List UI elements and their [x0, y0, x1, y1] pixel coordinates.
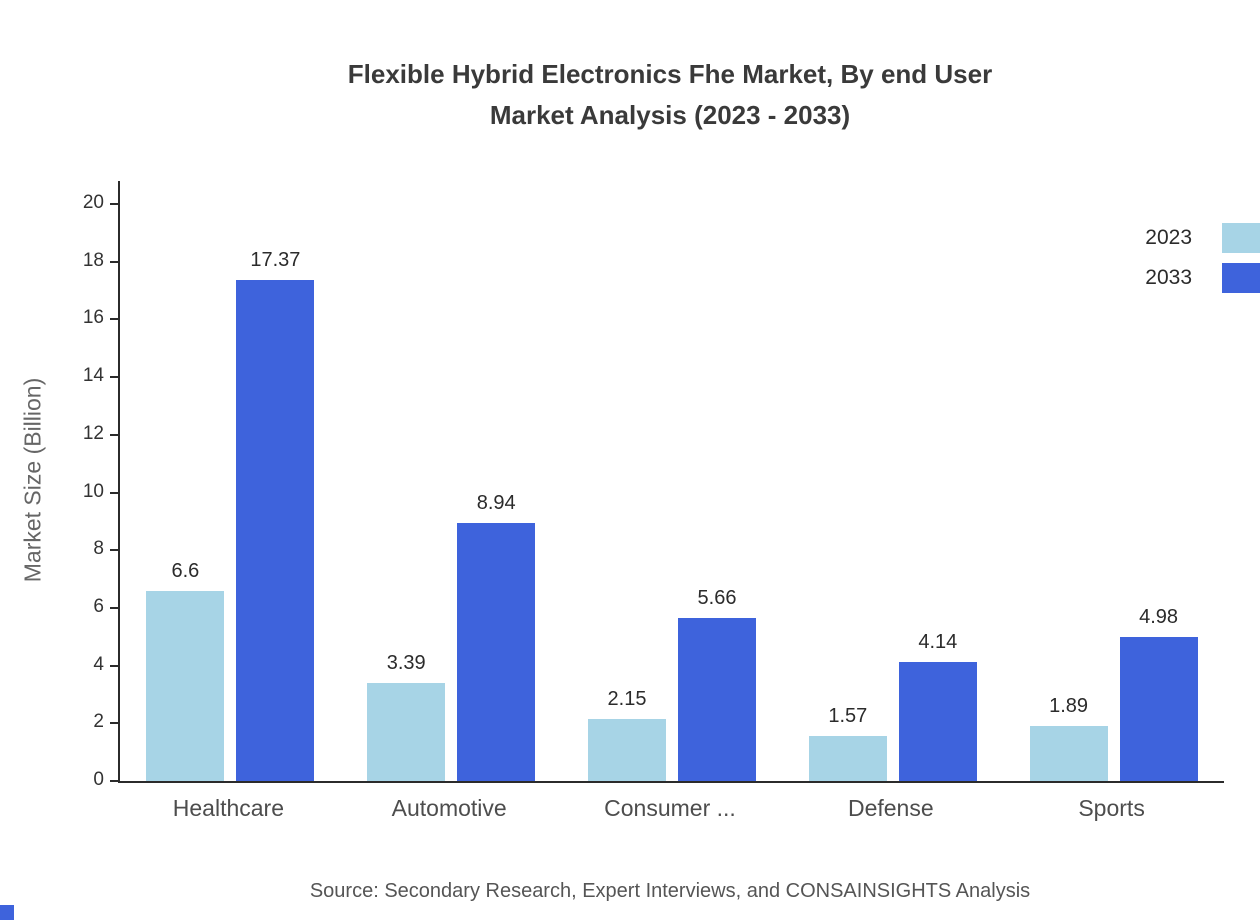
- legend-item-2033: 2033: [1145, 258, 1260, 298]
- legend-item-2023: 2023: [1145, 218, 1260, 258]
- y-tick-mark: [110, 203, 118, 205]
- y-tick-mark: [110, 780, 118, 782]
- y-tick-mark: [110, 549, 118, 552]
- legend-swatch-2033: [1222, 263, 1260, 293]
- x-category-label-consumer: Consumer ...: [604, 795, 736, 821]
- y-tick-label: 18: [82, 249, 104, 271]
- legend-swatch-2023: [1222, 223, 1260, 253]
- value-label-2033-healthcare: 17.37: [250, 248, 301, 271]
- bar-2023-healthcare: [146, 590, 225, 781]
- y-tick-mark: [110, 376, 118, 379]
- chart-title: Flexible Hybrid Electronics Fhe Market, …: [80, 54, 1260, 136]
- value-label-2023-sports: 1.89: [1049, 695, 1089, 718]
- y-tick-label: 2: [93, 711, 104, 733]
- bar-2023-defense: [808, 735, 887, 781]
- y-tick-label: 12: [82, 422, 104, 444]
- chart-title-line2: Market Analysis (2023 - 2033): [489, 100, 851, 130]
- y-tick-label: 14: [82, 365, 104, 387]
- chart-title-line1: Flexible Hybrid Electronics Fhe Market, …: [347, 59, 993, 89]
- x-category-label-defense: Defense: [847, 795, 934, 821]
- bar-2033-healthcare: [236, 279, 315, 781]
- bar-2023-sports: [1029, 726, 1108, 781]
- y-axis-title: Market Size (Billion): [19, 377, 46, 583]
- value-label-2033-automotive: 8.94: [476, 492, 516, 515]
- y-tick-mark: [110, 491, 118, 494]
- x-category-label-sports: Sports: [1078, 795, 1145, 821]
- y-tick-label: 10: [82, 480, 104, 502]
- legend: 2023 2033: [1145, 218, 1260, 298]
- y-tick-mark: [110, 664, 118, 667]
- bar-2033-defense: [898, 661, 977, 781]
- bar-2033-sports: [1119, 637, 1198, 781]
- value-label-2023-defense: 1.57: [828, 704, 868, 727]
- y-tick-label: 6: [93, 595, 104, 617]
- value-label-2033-consumer: 5.66: [697, 586, 737, 609]
- y-tick-label: 20: [82, 192, 104, 213]
- y-tick-mark: [110, 260, 118, 263]
- legend-label-2023: 2023: [1145, 226, 1192, 249]
- bar-2033-automotive: [457, 523, 536, 781]
- source-note: Source: Secondary Research, Expert Inter…: [309, 880, 1031, 902]
- value-label-2023-automotive: 3.39: [386, 652, 426, 675]
- bar-2033-consumer: [678, 617, 756, 781]
- y-tick-mark: [110, 433, 118, 436]
- value-label-2023-consumer: 2.15: [607, 687, 647, 710]
- value-label-2033-sports: 4.98: [1139, 606, 1179, 629]
- y-tick-label: 4: [93, 653, 104, 675]
- plot-area: 0 2 4 6 8 10 12 14 16 18 20 6.6 17.37 3.39 8.94 2.15 5.6…: [83, 181, 1224, 790]
- x-axis-categories: Healthcare Automotive Consumer ... Defense S…: [118, 795, 1222, 827]
- x-category-label-automotive: Automotive: [391, 795, 507, 821]
- bar-2023-consumer: [588, 718, 666, 781]
- brand-corner-mark: [0, 905, 14, 920]
- y-tick-label: 0: [93, 769, 104, 790]
- value-label-2023-healthcare: 6.6: [171, 559, 200, 582]
- bar-2023-automotive: [367, 683, 446, 781]
- y-tick-mark: [110, 722, 118, 725]
- x-category-label-healthcare: Healthcare: [172, 795, 285, 821]
- legend-label-2033: 2033: [1145, 266, 1192, 289]
- y-tick-label: 8: [93, 538, 104, 560]
- value-label-2033-defense: 4.14: [918, 630, 958, 653]
- y-tick-mark: [110, 606, 118, 609]
- y-tick-mark: [110, 318, 118, 321]
- y-tick-label: 16: [82, 307, 104, 329]
